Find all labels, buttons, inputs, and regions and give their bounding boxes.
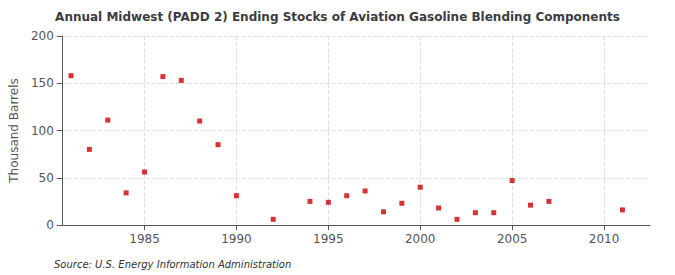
svg-text:2000: 2000 <box>405 232 436 246</box>
svg-text:1985: 1985 <box>129 232 160 246</box>
svg-text:1990: 1990 <box>221 232 252 246</box>
svg-text:200: 200 <box>31 29 54 43</box>
svg-text:1995: 1995 <box>313 232 344 246</box>
svg-text:0: 0 <box>46 218 54 232</box>
svg-text:2005: 2005 <box>497 232 528 246</box>
svg-text:Thousand Barrels: Thousand Barrels <box>7 78 21 183</box>
svg-text:100: 100 <box>31 124 54 138</box>
svg-text:Annual Midwest (PADD 2) Ending: Annual Midwest (PADD 2) Ending Stocks of… <box>55 10 620 24</box>
svg-text:150: 150 <box>31 76 54 90</box>
svg-text:Source: U.S. Energy Informatio: Source: U.S. Energy Information Administ… <box>54 259 291 270</box>
svg-text:2010: 2010 <box>589 232 620 246</box>
svg-text:50: 50 <box>39 171 54 185</box>
